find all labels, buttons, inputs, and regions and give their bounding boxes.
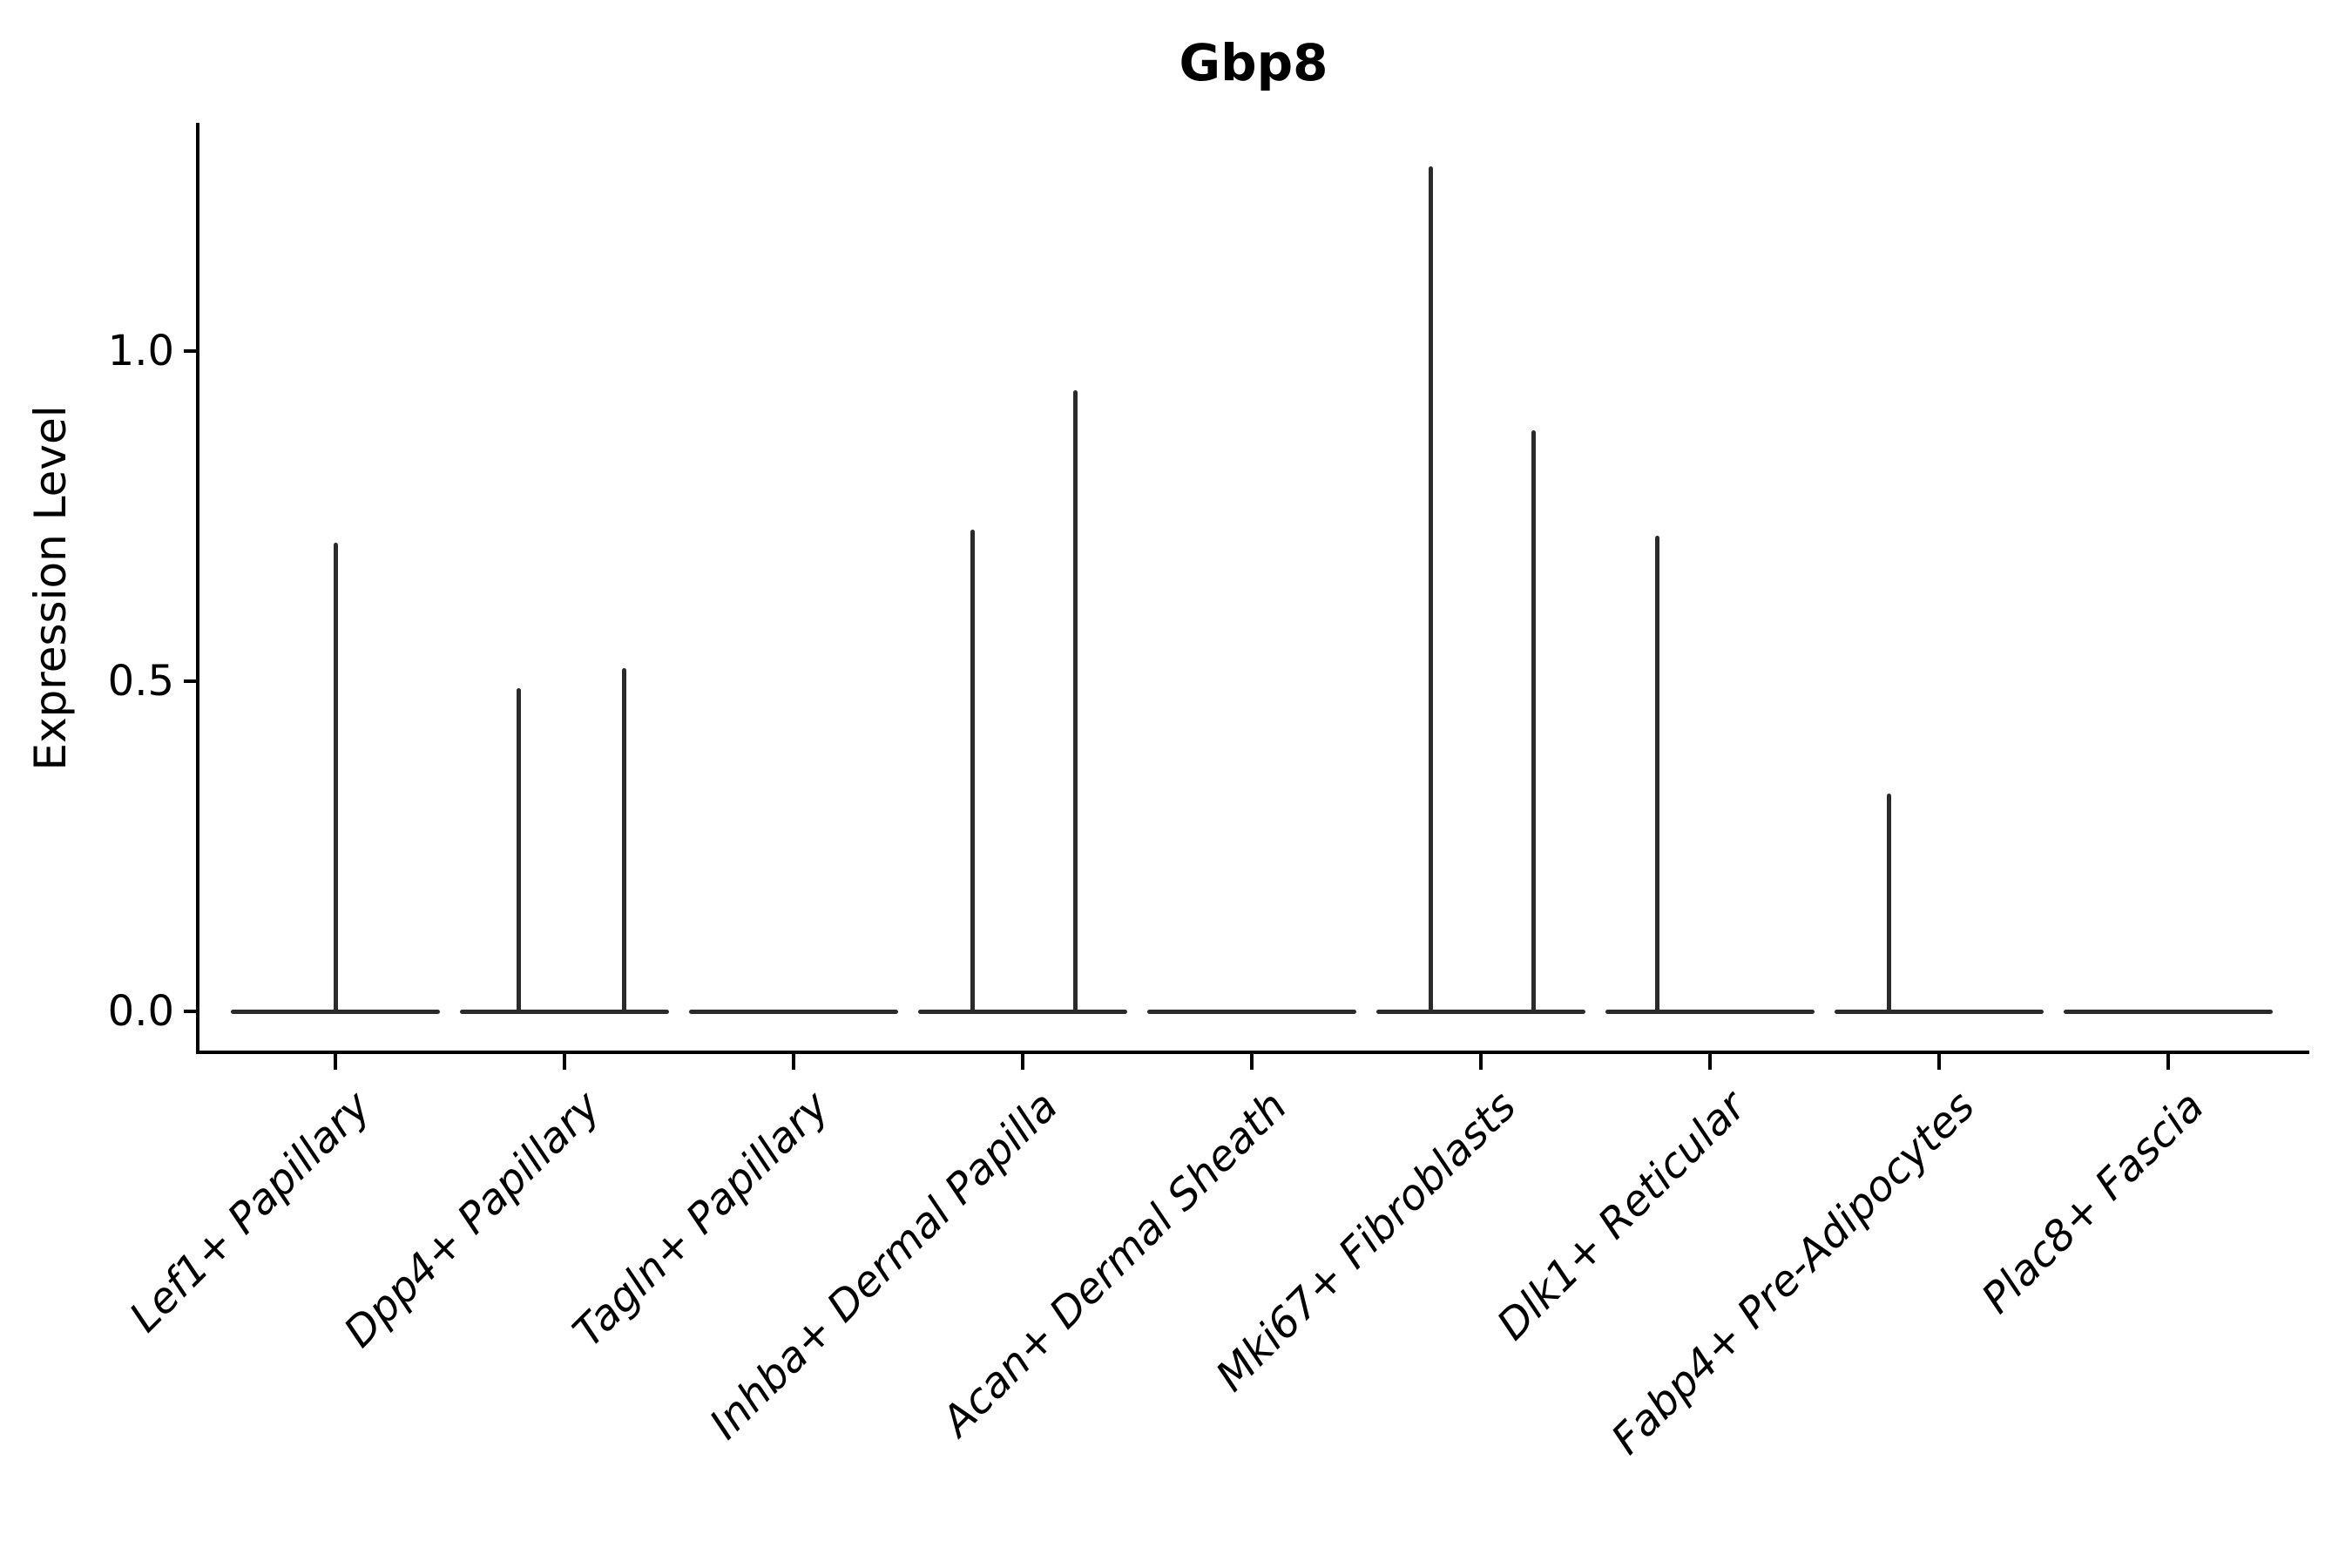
violin-baseline: [1376, 1009, 1585, 1014]
violin-spike: [516, 687, 521, 1013]
x-tick-label: Tagln+ Papillary: [564, 1082, 839, 1357]
violin-baseline: [1605, 1009, 1815, 1014]
x-tick: [792, 1054, 795, 1070]
x-tick: [1708, 1054, 1712, 1070]
x-tick: [2166, 1054, 2170, 1070]
violin-baseline: [460, 1009, 669, 1014]
x-tick-label: Dlk1+ Reticular: [1487, 1082, 1755, 1350]
y-tick: [184, 679, 198, 683]
x-tick: [1250, 1054, 1254, 1070]
violin-spike: [1531, 429, 1536, 1013]
x-tick-label: Dpp4+ Papillary: [335, 1082, 610, 1357]
x-tick: [1021, 1054, 1024, 1070]
x-tick: [334, 1054, 337, 1070]
violin-spike: [1886, 793, 1891, 1013]
violin-spike: [970, 529, 975, 1013]
x-axis-spine: [196, 1051, 2309, 1054]
y-tick-label: 0.0: [107, 987, 174, 1036]
violin-baseline: [1835, 1009, 2044, 1014]
x-tick-label: Fabp4+ Pre-Adipocytes: [1602, 1082, 1984, 1464]
y-tick: [184, 349, 198, 353]
y-tick-label: 0.5: [107, 657, 174, 706]
y-tick: [184, 1010, 198, 1013]
x-tick: [1479, 1054, 1483, 1070]
violin-baseline: [2064, 1009, 2273, 1014]
violin-spike: [333, 542, 338, 1013]
y-axis-label: Expression Level: [25, 405, 76, 771]
y-tick-label: 1.0: [107, 327, 174, 375]
violin-spike: [621, 667, 626, 1013]
chart-title: Gbp8: [1179, 33, 1328, 92]
violin-baseline: [918, 1009, 1127, 1014]
violin-spike: [1655, 536, 1659, 1013]
violin-baseline: [689, 1009, 898, 1014]
violin-spike: [1072, 390, 1078, 1013]
violin-baseline: [1147, 1009, 1356, 1014]
x-tick: [563, 1054, 566, 1070]
x-tick-label: Plac8+ Fascia: [1971, 1082, 2213, 1323]
y-axis-spine: [196, 123, 199, 1054]
violin-spike: [1428, 166, 1433, 1013]
x-tick: [1937, 1054, 1941, 1070]
x-tick-label: Lef1+ Papillary: [120, 1082, 381, 1342]
